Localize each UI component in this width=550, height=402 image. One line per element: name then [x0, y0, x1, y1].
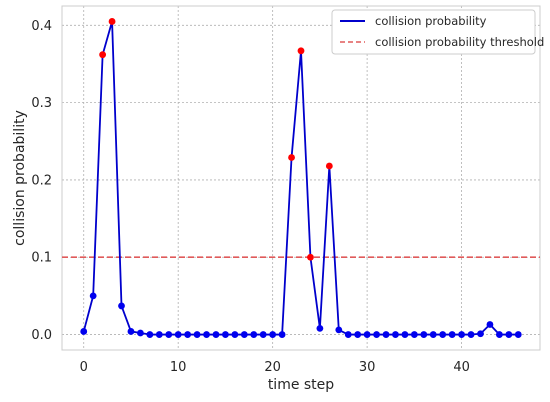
- data-point-11: [184, 331, 192, 338]
- x-tick-label-3: 30: [359, 360, 376, 375]
- x-axis-title: time step: [268, 377, 334, 393]
- data-point-42: [477, 330, 484, 338]
- plot-area-frame: [61, 5, 541, 351]
- data-point-20: [269, 331, 277, 338]
- data-point-41: [467, 331, 475, 338]
- data-point-7: [146, 331, 154, 338]
- data-point-43: [486, 321, 494, 328]
- data-point-24: [307, 253, 314, 261]
- grid: [62, 6, 540, 350]
- data-point-14: [212, 331, 220, 338]
- x-tick-label-1: 10: [170, 360, 187, 375]
- data-point-16: [231, 331, 239, 338]
- data-point-17: [240, 331, 248, 338]
- y-axis-title: collision probability: [12, 110, 28, 246]
- data-point-25: [316, 324, 324, 332]
- data-point-40: [458, 331, 465, 338]
- x-axis-ticks: 0 10 20 30 40: [80, 360, 470, 375]
- data-point-26: [325, 162, 333, 170]
- data-point-3: [108, 18, 116, 25]
- data-point-8: [155, 331, 163, 338]
- y-axis-ticks: 0.0 0.1 0.2 0.3 0.4: [31, 19, 52, 343]
- data-point-36: [420, 331, 428, 338]
- data-point-18: [250, 331, 258, 338]
- data-point-6: [137, 329, 144, 337]
- data-point-15: [222, 331, 229, 338]
- legend-label-threshold: collision probability threshold: [375, 35, 544, 49]
- data-point-32: [382, 331, 390, 338]
- data-point-31: [373, 331, 380, 338]
- data-point-1: [89, 292, 97, 300]
- x-tick-label-2: 20: [264, 360, 281, 375]
- data-point-0: [80, 328, 88, 335]
- data-point-27: [335, 326, 343, 334]
- data-point-10: [174, 331, 182, 338]
- legend-label-collision-probability: collision probability: [375, 14, 487, 28]
- data-point-39: [448, 331, 456, 338]
- data-point-34: [401, 331, 409, 338]
- data-point-23: [297, 47, 305, 55]
- data-point-2: [99, 51, 107, 59]
- y-tick-label-1: 0.1: [31, 251, 52, 266]
- data-point-21: [278, 331, 286, 338]
- data-point-4: [118, 302, 125, 310]
- x-tick-label-4: 40: [453, 360, 470, 375]
- legend: collision probability collision probabil…: [331, 9, 544, 55]
- data-point-22: [288, 154, 295, 161]
- data-point-38: [439, 331, 447, 338]
- data-point-5: [127, 328, 135, 335]
- legend-box: [331, 9, 536, 55]
- data-point-29: [354, 331, 362, 338]
- data-point-19: [259, 331, 267, 338]
- data-point-45: [505, 331, 513, 338]
- data-point-13: [203, 331, 210, 338]
- x-tick-label-0: 0: [80, 360, 88, 375]
- data-point-35: [410, 331, 418, 338]
- data-point-9: [165, 331, 173, 338]
- data-point-37: [429, 331, 437, 338]
- y-tick-label-2: 0.2: [31, 173, 52, 188]
- y-tick-label-0: 0.0: [31, 328, 52, 343]
- data-points: [80, 18, 522, 338]
- data-point-12: [193, 331, 201, 338]
- data-point-33: [392, 331, 399, 338]
- data-point-28: [344, 331, 352, 338]
- y-tick-label-3: 0.3: [31, 96, 52, 111]
- y-tick-label-4: 0.4: [31, 19, 52, 34]
- data-point-44: [495, 331, 503, 338]
- data-point-30: [363, 331, 371, 338]
- data-point-46: [514, 331, 522, 338]
